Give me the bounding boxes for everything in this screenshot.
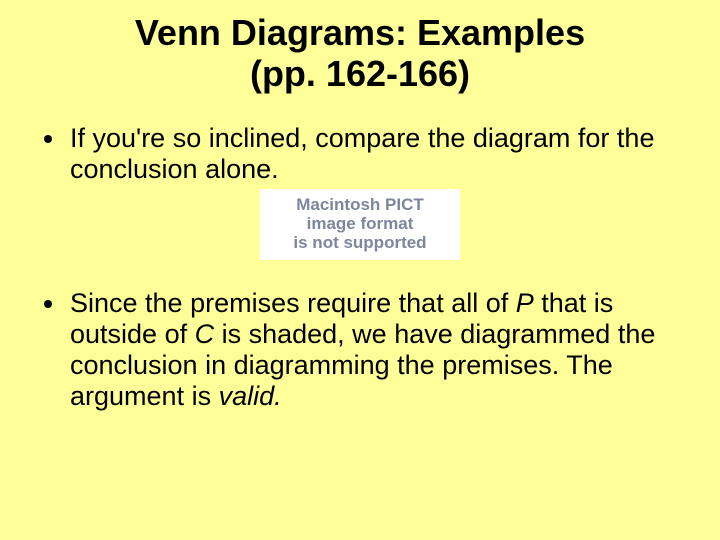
bullet-text: If you're so inclined, compare the diagr… [70,123,676,185]
slide-title: Venn Diagrams: Examples (pp. 162-166) [0,0,720,95]
bullet-text: Since the premises require that all of P… [70,288,676,412]
bullet-dot-icon [44,300,52,308]
bullet-item: Since the premises require that all of P… [44,288,676,412]
missing-image-placeholder: Macintosh PICT image format is not suppo… [260,189,460,260]
title-line-1: Venn Diagrams: Examples [0,12,720,53]
image-placeholder-wrap: Macintosh PICT image format is not suppo… [44,189,676,260]
slide: Venn Diagrams: Examples (pp. 162-166) If… [0,0,720,540]
bullet-dot-icon [44,135,52,143]
placeholder-line: image format [264,214,456,233]
bullet-item: If you're so inclined, compare the diagr… [44,123,676,185]
slide-body: If you're so inclined, compare the diagr… [0,123,720,412]
title-line-2: (pp. 162-166) [0,53,720,94]
placeholder-line: is not supported [264,233,456,252]
placeholder-line: Macintosh PICT [264,195,456,214]
